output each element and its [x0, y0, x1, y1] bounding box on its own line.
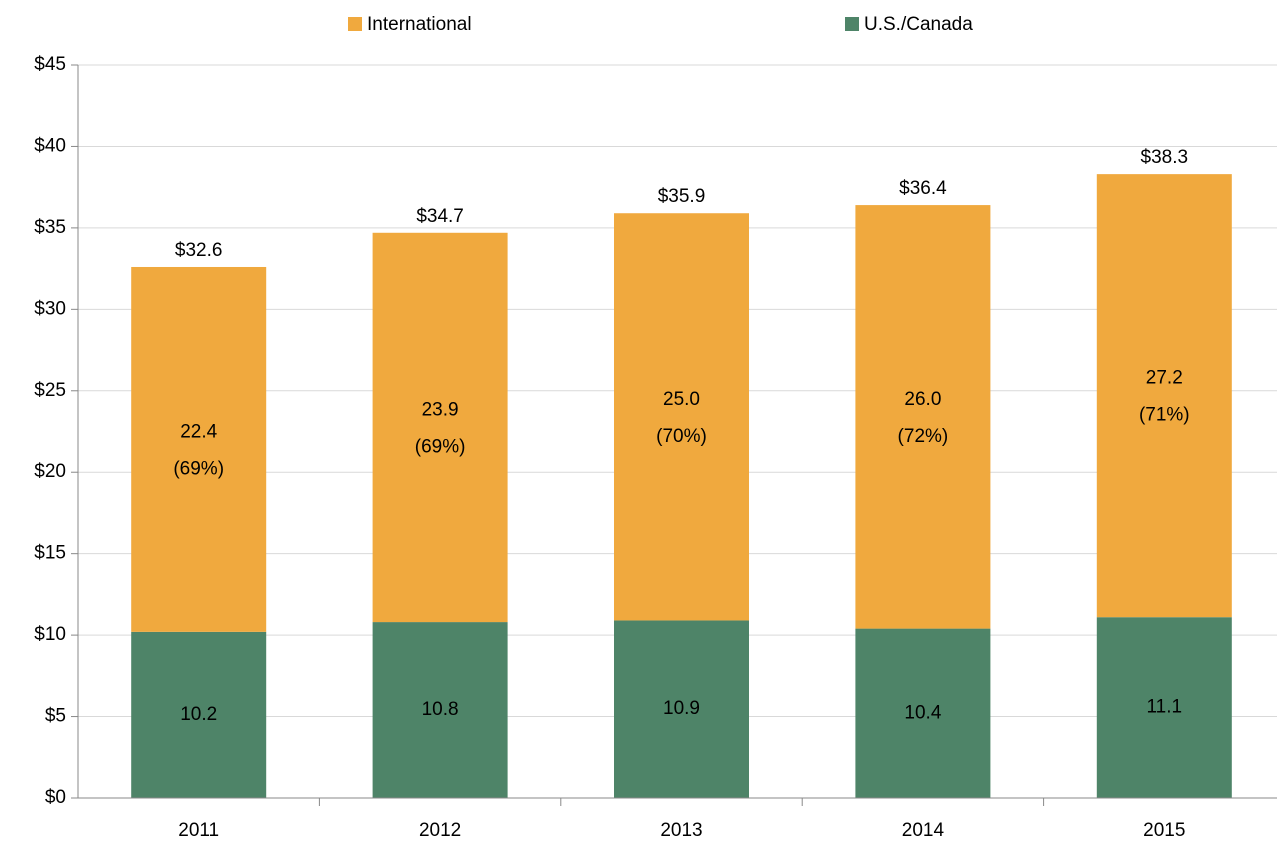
- x-tick-label: 2014: [902, 820, 945, 841]
- bar-segment: [131, 266, 267, 632]
- data-label: 22.4: [180, 421, 217, 442]
- bar-segment: [855, 205, 991, 629]
- bar-segment: [614, 620, 749, 798]
- bar-segment: [614, 213, 749, 621]
- bar-segment: [372, 622, 508, 798]
- data-label: 10.9: [663, 698, 700, 719]
- bar-segment: [855, 628, 991, 798]
- y-tick-label: $10: [34, 624, 66, 645]
- share-label: (70%): [656, 426, 707, 447]
- legend-label: International: [367, 14, 472, 35]
- legend-swatch: [845, 17, 859, 31]
- data-label: 27.2: [1146, 368, 1183, 389]
- share-label: (72%): [898, 426, 949, 447]
- x-tick-label: 2012: [419, 820, 461, 841]
- y-tick-label: $35: [34, 217, 66, 238]
- bar-segment: [131, 631, 267, 798]
- total-label: $38.3: [1141, 147, 1189, 168]
- legend-label: U.S./Canada: [864, 14, 973, 35]
- total-label: $35.9: [658, 186, 706, 207]
- data-label: 10.4: [904, 702, 941, 723]
- bar-segment: [372, 232, 508, 623]
- total-label: $36.4: [899, 178, 947, 199]
- data-label: 26.0: [904, 389, 941, 410]
- bar-segment: [1096, 617, 1232, 798]
- y-tick-label: $40: [34, 135, 66, 156]
- bar-segment: [1096, 174, 1232, 618]
- y-tick-label: $45: [34, 54, 66, 75]
- total-label: $34.7: [416, 206, 464, 227]
- share-label: (69%): [415, 436, 466, 457]
- data-label: 10.8: [422, 699, 459, 720]
- x-tick-label: 2015: [1143, 820, 1185, 841]
- x-tick-label: 2011: [178, 820, 219, 841]
- data-label: 11.1: [1147, 697, 1183, 718]
- total-label: $32.6: [175, 240, 223, 261]
- data-label: 25.0: [663, 389, 700, 410]
- y-tick-label: $0: [45, 787, 66, 808]
- x-tick-label: 2013: [660, 820, 702, 841]
- legend-swatch: [348, 17, 362, 31]
- y-tick-label: $30: [34, 298, 66, 319]
- y-tick-label: $5: [45, 706, 66, 727]
- y-tick-label: $20: [34, 461, 66, 482]
- data-label: 23.9: [422, 399, 459, 420]
- share-label: (71%): [1139, 405, 1190, 426]
- y-tick-label: $25: [34, 380, 66, 401]
- data-label: 10.2: [180, 704, 217, 725]
- share-label: (69%): [173, 458, 224, 479]
- y-tick-label: $15: [34, 543, 66, 564]
